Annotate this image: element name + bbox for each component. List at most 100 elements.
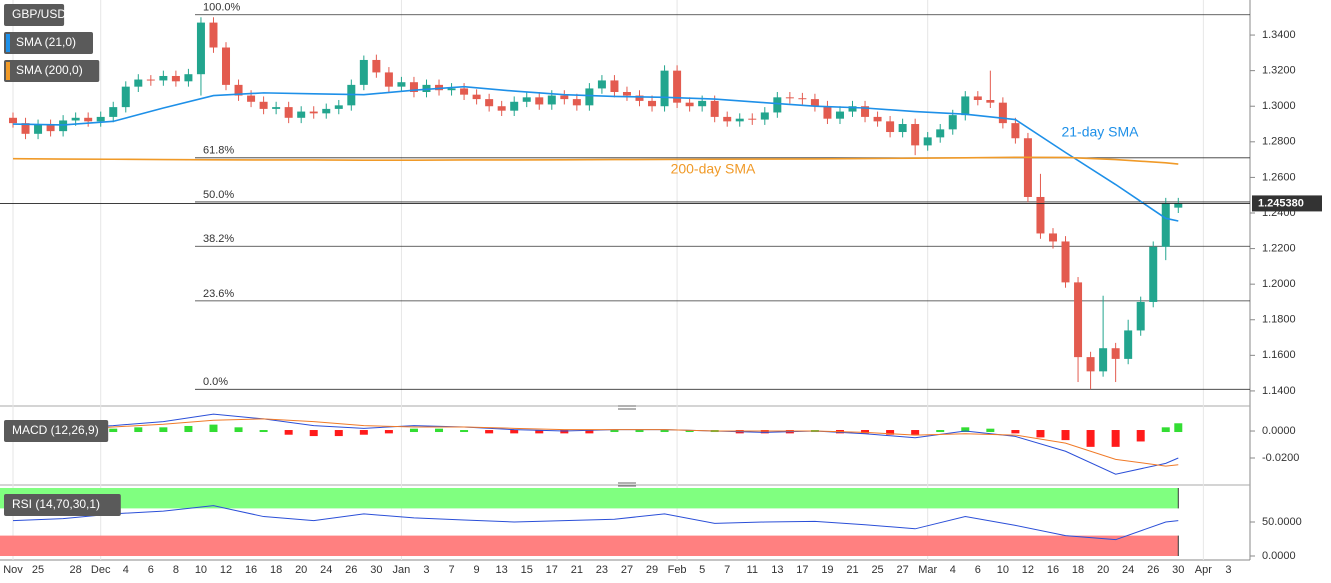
histogram-bar: [460, 430, 469, 433]
candle-body: [1061, 241, 1070, 283]
candle-body: [159, 75, 168, 81]
x-tick-label: 27: [621, 564, 633, 576]
histogram-bar: [685, 430, 694, 433]
candle-body: [998, 102, 1007, 124]
candle-body: [560, 95, 569, 100]
histogram-bar: [309, 430, 318, 437]
x-tick-label: 19: [821, 564, 833, 576]
fib-label: 23.6%: [203, 288, 234, 300]
histogram-bar: [760, 430, 769, 434]
line: [12, 85, 1179, 222]
candle-body: [1161, 203, 1170, 247]
histogram-bar: [359, 430, 368, 435]
candle-body: [861, 106, 870, 117]
candle-body: [948, 115, 957, 130]
x-tick-label: 6: [148, 564, 154, 576]
fib-label: 100.0%: [203, 2, 241, 14]
candle-body: [1036, 196, 1045, 234]
candle-body: [622, 91, 631, 96]
histogram-bar: [510, 430, 519, 434]
histogram-bar: [585, 430, 594, 434]
candle-body: [247, 95, 256, 102]
fib-label: 38.2%: [203, 233, 234, 245]
candle-body: [1023, 138, 1032, 197]
candle-body: [435, 84, 444, 91]
candle-body: [121, 86, 130, 108]
x-tick-label: 3: [1225, 564, 1231, 576]
candle-body: [171, 75, 180, 82]
candle-body: [522, 97, 531, 102]
histogram-bar: [535, 430, 544, 434]
candle-body: [71, 117, 80, 121]
histogram-bar: [209, 424, 218, 433]
legend-swatch: [6, 34, 10, 52]
x-tick-label: 13: [771, 564, 783, 576]
candle-body: [610, 80, 619, 92]
candle-body: [222, 47, 231, 85]
x-tick-label: 4: [950, 564, 956, 576]
last-price-label: 1.245380: [1258, 197, 1304, 209]
candle-body: [911, 124, 920, 146]
histogram-bar: [1086, 430, 1095, 447]
histogram-bar: [384, 430, 393, 434]
candle-body: [936, 129, 945, 138]
candle-body: [1099, 348, 1108, 372]
candle-body: [497, 106, 506, 111]
candle-body: [547, 95, 556, 105]
histogram-bar: [1174, 423, 1183, 433]
legend-swatch: [6, 62, 10, 80]
x-tick-label: 16: [245, 564, 257, 576]
histogram-bar: [159, 427, 168, 433]
divider-handle[interactable]: [618, 405, 636, 410]
candle-body: [372, 59, 381, 73]
candle-body: [84, 117, 93, 122]
x-tick-label: 30: [370, 564, 382, 576]
candle-body: [1124, 330, 1133, 359]
candle-body: [835, 111, 844, 119]
candle-body: [961, 96, 970, 116]
x-tick-label: 11: [747, 564, 758, 576]
histogram-bar: [184, 425, 193, 433]
histogram-bar: [936, 430, 945, 433]
x-tick-label: 9: [474, 564, 480, 576]
candle-body: [798, 98, 807, 100]
candle-body: [1149, 246, 1158, 302]
x-tick-label: 10: [997, 564, 1009, 576]
legend-box: [4, 420, 109, 442]
x-tick-label: 17: [546, 564, 558, 576]
candle-body: [748, 118, 757, 120]
y-tick-label: 0.0000: [1262, 550, 1296, 562]
candle-body: [184, 74, 193, 82]
x-tick-label: 20: [1097, 564, 1109, 576]
candle-body: [848, 106, 857, 112]
x-tick-label: 18: [270, 564, 282, 576]
y-tick-label: 0.0000: [1262, 425, 1296, 437]
x-tick-label: Nov: [3, 564, 23, 576]
last-price-box: [1252, 195, 1322, 212]
divider-handle[interactable]: [618, 482, 636, 487]
histogram-bar: [660, 430, 669, 433]
x-tick-label: 17: [796, 564, 808, 576]
x-tick-label: 7: [448, 564, 454, 576]
x-tick-label: 23: [596, 564, 608, 576]
candle-body: [196, 22, 205, 75]
candle-body: [146, 79, 155, 81]
histogram-bar: [259, 430, 268, 433]
y-tick-label: 1.1400: [1262, 385, 1296, 397]
x-tick-label: 24: [1122, 564, 1134, 576]
histogram-bar: [635, 430, 644, 433]
y-tick-label: 50.0000: [1262, 516, 1302, 528]
candle-body: [1048, 233, 1057, 242]
x-tick-label: 7: [724, 564, 730, 576]
candle-body: [134, 79, 143, 87]
fib-label: 61.8%: [203, 145, 234, 157]
x-tick-label: Dec: [91, 564, 111, 576]
legend-item: SMA (200,0): [4, 60, 100, 82]
legend-box: [4, 60, 100, 82]
candle-body: [1174, 203, 1183, 208]
candle-body: [823, 106, 832, 119]
legend-item: GBP/USD: [4, 4, 66, 26]
histogram-bar: [409, 428, 418, 433]
histogram-bar: [1061, 430, 1070, 441]
